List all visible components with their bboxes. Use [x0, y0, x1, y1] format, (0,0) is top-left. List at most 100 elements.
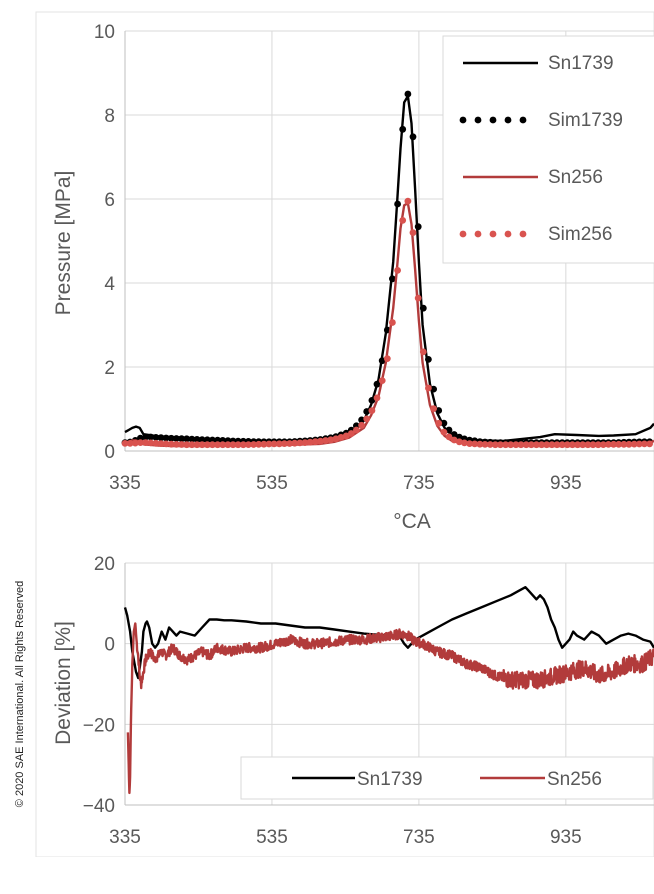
pressure-legend: Sn1739 Sim1739 Sn256 Sim256	[442, 35, 654, 264]
series-point-sim256	[507, 441, 515, 449]
series-point-sim256	[476, 440, 484, 448]
legend-marker-sim1739	[474, 116, 482, 124]
series-point-sim1739	[363, 408, 371, 415]
series-point-sim256	[538, 441, 545, 449]
series-point-sim256	[311, 438, 319, 446]
legend-marker-sim256	[519, 230, 527, 238]
series-point-sim256	[399, 217, 407, 224]
series-point-sim256	[347, 430, 355, 437]
series-point-sim1739	[198, 436, 206, 444]
pressure-y-tick-label: 10	[94, 22, 115, 43]
series-point-sim256	[234, 441, 242, 449]
series-point-sim1739	[152, 434, 160, 441]
series-point-sim1739	[162, 434, 170, 442]
series-point-sim256	[409, 229, 417, 237]
series-point-sim256	[358, 421, 365, 429]
legend-label-sim1739: Sim1739	[548, 110, 623, 131]
deviation-x-tick-label: 335	[109, 827, 141, 848]
series-point-sim256	[430, 405, 437, 412]
pressure-x-tick-label: 535	[256, 473, 288, 494]
series-point-sim256	[353, 426, 360, 434]
series-point-sim256	[486, 441, 494, 448]
series-point-sim256	[152, 439, 160, 447]
series-point-sim256	[435, 419, 443, 427]
deviation-x-ticks: 335 535 735 935	[109, 827, 582, 848]
series-point-sim256	[229, 441, 237, 449]
series-point-sim256	[126, 440, 134, 447]
series-point-sim256	[558, 441, 566, 449]
pressure-y-axis-label: Pressure [MPa]	[52, 171, 75, 316]
series-point-sim256	[646, 440, 653, 448]
series-point-sim256	[270, 440, 278, 448]
deviation-series	[123, 586, 654, 795]
series-point-sim256	[419, 348, 427, 356]
series-point-sim1739	[394, 200, 401, 208]
series-point-sim256	[265, 440, 273, 448]
series-point-sim256	[517, 441, 525, 449]
series-point-sim256	[630, 440, 638, 448]
series-point-sim256	[569, 441, 576, 449]
pressure-y-tick-label: 2	[104, 358, 115, 379]
series-point-sim256	[188, 441, 196, 449]
deviation-x-tick-label: 735	[403, 827, 435, 848]
series-point-sim256	[548, 441, 556, 449]
series-point-sim256	[281, 440, 288, 447]
series-point-sim256	[553, 441, 561, 449]
pressure-x-axis-label: °CA	[393, 510, 431, 533]
deviation-y-axis-label: Deviation [%]	[52, 621, 75, 745]
series-point-sim256	[286, 440, 293, 447]
series-point-sim1739	[419, 304, 427, 312]
legend-marker-sim256	[489, 230, 497, 238]
series-point-sim1739	[373, 380, 381, 388]
copyright-notice: © 2020 SAE International. All Rights Res…	[14, 580, 26, 808]
series-point-sim1739	[368, 397, 376, 404]
legend-marker-sim1739	[459, 116, 467, 124]
series-point-sim256	[193, 441, 201, 449]
series-point-sim256	[450, 436, 458, 444]
series-point-sim256	[481, 441, 489, 448]
series-point-sim256	[589, 441, 597, 449]
series-point-sim256	[610, 440, 617, 448]
series-point-sim256	[275, 440, 283, 448]
pressure-y-ticks: 0 2 4 6 8 10	[94, 22, 116, 463]
series-point-sim1739	[178, 435, 186, 443]
series-point-sim1739	[203, 436, 211, 444]
series-point-sim1739	[147, 433, 155, 441]
series-point-sim256	[440, 428, 448, 436]
series-point-sim1739	[183, 435, 191, 443]
legend-label-sn256: Sn256	[547, 769, 602, 790]
series-point-sim1739	[455, 433, 463, 441]
series-point-sim256	[183, 441, 191, 449]
series-point-sim256	[306, 438, 314, 446]
legend-marker-sim256	[459, 230, 467, 238]
series-point-sim1739	[399, 125, 407, 133]
series-point-sim1739	[188, 435, 196, 443]
series-point-sim256	[239, 441, 247, 449]
deviation-x-tick-label: 935	[550, 827, 582, 848]
series-point-sim256	[373, 394, 381, 402]
series-point-sim256	[491, 441, 499, 449]
series-point-sim256	[527, 441, 535, 449]
series-point-sim256	[332, 435, 340, 443]
series-point-sim256	[322, 437, 329, 444]
series-point-sim256	[625, 440, 633, 448]
series-point-sim256	[178, 441, 186, 448]
series-point-sim256	[425, 384, 432, 392]
series-point-sim256	[502, 441, 509, 449]
series-point-sim256	[461, 439, 468, 447]
series-point-sim256	[414, 294, 422, 302]
series-point-sim256	[142, 439, 150, 446]
series-point-sim256	[471, 440, 479, 448]
series-point-sim1739	[414, 223, 422, 231]
series-point-sim256	[522, 441, 530, 449]
series-point-sim256	[512, 441, 520, 449]
series-point-sim256	[255, 440, 263, 448]
series-point-sim256	[584, 441, 592, 449]
series-point-sim256	[131, 439, 139, 447]
pressure-y-tick-label: 0	[104, 442, 115, 463]
pressure-y-tick-label: 6	[104, 190, 115, 211]
series-point-sim256	[383, 355, 391, 362]
series-point-sim256	[641, 440, 648, 448]
pressure-x-tick-label: 935	[550, 473, 582, 494]
